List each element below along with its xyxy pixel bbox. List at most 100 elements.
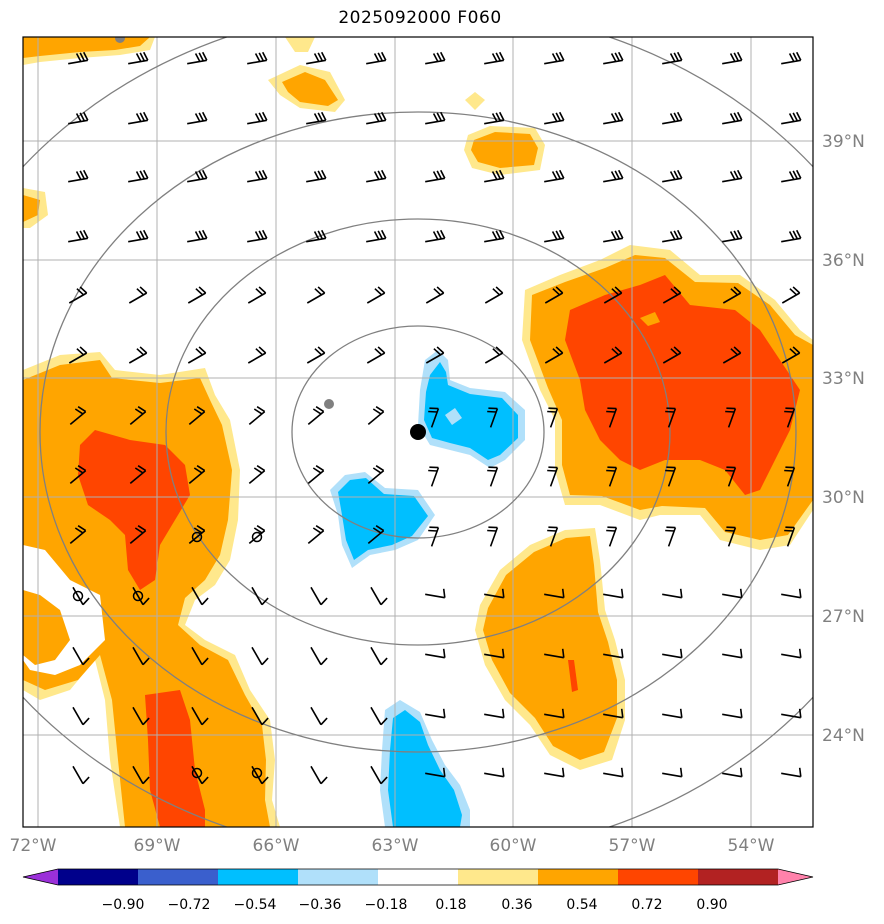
wind-barb — [129, 406, 147, 426]
wind-barb — [662, 767, 683, 778]
map-frame — [22, 36, 814, 828]
wind-barb — [547, 466, 559, 487]
wind-barb — [187, 169, 208, 183]
fill-blue2 — [338, 478, 428, 560]
wind-barb — [781, 346, 801, 364]
wind-barb — [128, 169, 149, 183]
gray-position-marker — [324, 399, 334, 409]
wind-barb — [425, 111, 446, 125]
fill-blue1 — [424, 362, 518, 460]
fill-mid-red-streak — [568, 660, 578, 692]
wind-barb — [248, 465, 266, 485]
wind-barb — [370, 586, 388, 606]
wind-barb — [251, 586, 269, 606]
wind-barb — [781, 229, 802, 243]
wind-barb — [725, 526, 737, 547]
wind-barb — [191, 586, 209, 606]
colorbar-box — [698, 869, 779, 885]
wind-barb — [187, 229, 208, 243]
wind-barb — [247, 169, 268, 183]
wind-barbs — [68, 51, 802, 785]
wind-barb — [187, 286, 207, 304]
contour-fills — [23, 37, 813, 827]
wind-barb — [69, 406, 87, 426]
wind-barb — [72, 765, 90, 785]
wind-barb — [188, 525, 206, 545]
wind-barb — [781, 708, 802, 719]
wind-barb — [307, 525, 325, 545]
wind-barb — [722, 648, 743, 659]
lon-label: 54°W — [728, 836, 775, 856]
wind-barb — [425, 767, 446, 778]
storm-center-marker — [410, 424, 426, 440]
wind-barb — [129, 525, 147, 545]
wind-barb — [68, 229, 89, 243]
wind-barb — [248, 406, 266, 426]
wind-barb — [603, 767, 624, 778]
wind-barb — [187, 346, 207, 364]
colorbar-tick-label: −0.72 — [168, 897, 211, 913]
wind-barb — [665, 466, 677, 487]
wind-barb — [544, 229, 565, 243]
wind-barb — [603, 648, 624, 659]
colorbar-box — [298, 869, 379, 885]
wind-barb — [68, 169, 89, 183]
wind-barb — [306, 169, 327, 183]
wind-barb — [247, 346, 267, 364]
wind-barb — [781, 767, 802, 778]
wind-barb — [603, 169, 624, 183]
wind-barb — [487, 526, 499, 547]
wind-barb — [425, 648, 446, 659]
lat-label: 33°N — [822, 369, 865, 389]
colorbar-tick-label: −0.18 — [365, 897, 408, 913]
wind-barb — [662, 229, 683, 243]
wind-barb — [366, 346, 386, 364]
wind-barb — [72, 706, 90, 726]
lat-label: 24°N — [822, 726, 865, 746]
wind-barb — [307, 406, 325, 426]
open-circle-marker — [191, 767, 203, 779]
wind-barb — [784, 466, 796, 487]
wind-barb — [603, 346, 623, 364]
fill-topblob4-orange — [471, 132, 538, 168]
lon-label: 63°W — [372, 836, 419, 856]
open-circle-marker — [191, 531, 203, 543]
wind-barb — [484, 286, 504, 304]
wind-barb — [425, 286, 445, 304]
map-title: 2025092000 F060 — [338, 8, 502, 28]
wind-barb — [68, 286, 88, 304]
wind-barb — [128, 346, 148, 364]
wind-barb — [544, 286, 564, 304]
colorbar-labels: −0.90 −0.72 −0.54 −0.36 −0.18 0.18 0.36 … — [102, 897, 728, 913]
lat-label: 36°N — [822, 251, 865, 271]
wind-barb — [722, 111, 743, 125]
wind-barb — [425, 51, 446, 65]
lon-label: 69°W — [134, 836, 181, 856]
wind-barb — [306, 286, 326, 304]
wind-barb — [725, 407, 737, 428]
wind-barb — [662, 286, 682, 304]
wind-barb — [544, 588, 565, 599]
wind-barb — [544, 169, 565, 183]
wind-barb — [722, 708, 743, 719]
wind-barb — [662, 588, 683, 599]
fill-blue3 — [388, 710, 462, 827]
wind-barb — [128, 111, 149, 125]
wind-barb — [247, 51, 268, 65]
wind-barb — [544, 648, 565, 659]
open-circle-marker — [72, 590, 84, 602]
wind-barb — [544, 346, 564, 364]
wind-barb — [544, 767, 565, 778]
wind-barb — [191, 646, 209, 666]
colorbar-tick-label: −0.90 — [102, 897, 145, 913]
wind-barb — [132, 765, 150, 785]
lat-label: 30°N — [822, 488, 865, 508]
gray-top-marker — [115, 37, 125, 43]
wind-barb — [367, 406, 385, 426]
wind-barb — [544, 111, 565, 125]
colorbar-extend-high — [778, 869, 813, 885]
wind-barb — [544, 708, 565, 719]
fill-left-hole-edge — [23, 590, 70, 665]
wind-barb — [428, 526, 440, 547]
